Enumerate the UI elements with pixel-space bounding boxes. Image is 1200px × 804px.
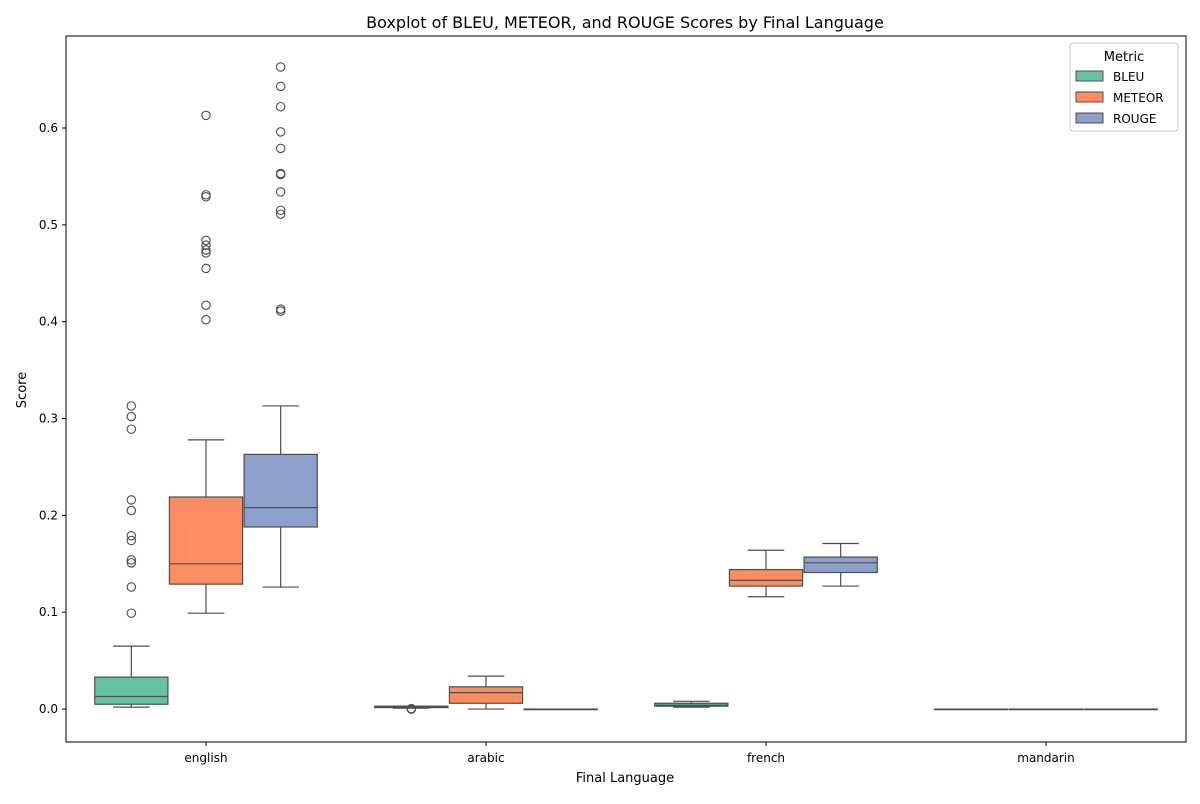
legend: Metric BLEU METEOR ROUGE: [1069, 42, 1179, 132]
outlier-point: [275, 62, 286, 72]
x-tick-label: french: [747, 751, 785, 765]
y-tick-label: 0.6: [39, 121, 58, 135]
box-bleu-french: [654, 700, 729, 708]
y-axis-label: Score: [15, 372, 30, 408]
y-tick-label: 0.2: [39, 508, 58, 522]
box-rouge-mandarin: [1083, 708, 1158, 711]
y-tick-label: 0.5: [39, 218, 58, 232]
outlier-point: [201, 190, 211, 200]
outlier-point: [126, 411, 137, 422]
box-bleu-english: [94, 401, 169, 708]
box-rouge-french: [803, 542, 878, 587]
box-bleu-arabic: [374, 703, 449, 714]
legend-frame: [1069, 42, 1179, 132]
outlier-point: [275, 81, 286, 92]
legend-swatch-meteor: [1075, 91, 1104, 103]
box-rouge-english: [243, 62, 318, 588]
outlier-point: [126, 582, 137, 592]
plot-area: 0.0 0.1 0.2 0.3 0.4 0.5 0.6 english arabic french…: [39, 35, 1187, 765]
outlier-point: [126, 535, 137, 546]
outlier-point: [126, 530, 137, 541]
y-tick-label: 0.3: [39, 412, 58, 426]
legend-label-bleu: BLEU: [1113, 70, 1144, 84]
outlier-point: [275, 101, 286, 112]
box-rouge-arabic: [523, 708, 598, 711]
x-tick-label: mandarin: [1017, 751, 1075, 765]
box-meteor-mandarin: [1008, 708, 1084, 711]
box-iqr: [803, 556, 878, 574]
outlier-point: [126, 555, 137, 565]
outlier-point: [275, 205, 286, 216]
box-iqr: [94, 676, 169, 705]
legend-title: Metric: [1104, 50, 1144, 65]
outlier-point: [275, 209, 286, 219]
y-tick-label: 0.1: [39, 605, 58, 619]
outlier-point: [201, 300, 211, 310]
outlier-point: [201, 240, 211, 250]
outlier-point: [275, 127, 286, 137]
box-meteor-arabic: [448, 675, 524, 710]
outlier-point: [201, 315, 211, 325]
box-meteor-english: [168, 110, 244, 614]
legend-swatch-bleu: [1075, 70, 1104, 82]
legend-label-meteor: METEOR: [1113, 91, 1164, 105]
outlier-point: [126, 558, 137, 568]
x-tick-label: english: [184, 751, 227, 765]
plot-frame: [65, 35, 1187, 743]
outlier-point: [406, 703, 417, 714]
outlier-point: [201, 235, 211, 246]
outlier-point: [126, 505, 137, 516]
outlier-point: [201, 110, 211, 121]
outlier-point: [201, 248, 211, 258]
y-tick-label: 0.4: [39, 315, 58, 329]
x-tick-label: arabic: [467, 751, 504, 765]
outlier-point: [275, 143, 286, 154]
outlier-point: [126, 608, 137, 618]
outlier-point: [275, 187, 286, 197]
box-bleu-mandarin: [934, 708, 1009, 711]
box-iqr: [448, 686, 524, 704]
outlier-point: [275, 304, 286, 314]
outlier-point: [126, 401, 137, 411]
outlier-point: [126, 495, 137, 505]
box-meteor-french: [728, 549, 804, 598]
y-tick-label: 0.0: [39, 702, 58, 716]
box-iqr: [728, 569, 804, 587]
chart-title: Boxplot of BLEU, METEOR, and ROUGE Score…: [366, 13, 884, 32]
box-iqr: [243, 453, 318, 528]
outlier-point: [201, 245, 211, 255]
box-iqr: [168, 496, 244, 585]
legend-swatch-rouge: [1075, 112, 1104, 124]
outlier-point: [201, 263, 211, 274]
outlier-point: [126, 424, 137, 434]
outlier-point: [275, 168, 286, 179]
legend-label-rouge: ROUGE: [1113, 112, 1156, 126]
x-axis-label: Final Language: [576, 771, 674, 786]
